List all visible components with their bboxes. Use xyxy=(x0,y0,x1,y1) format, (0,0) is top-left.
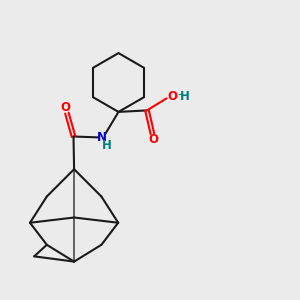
Text: H: H xyxy=(180,90,189,103)
Text: O: O xyxy=(148,133,158,146)
Text: O: O xyxy=(167,90,178,103)
Text: -: - xyxy=(177,88,182,101)
Text: H: H xyxy=(102,139,111,152)
Text: N: N xyxy=(97,131,107,144)
Text: O: O xyxy=(60,101,70,114)
